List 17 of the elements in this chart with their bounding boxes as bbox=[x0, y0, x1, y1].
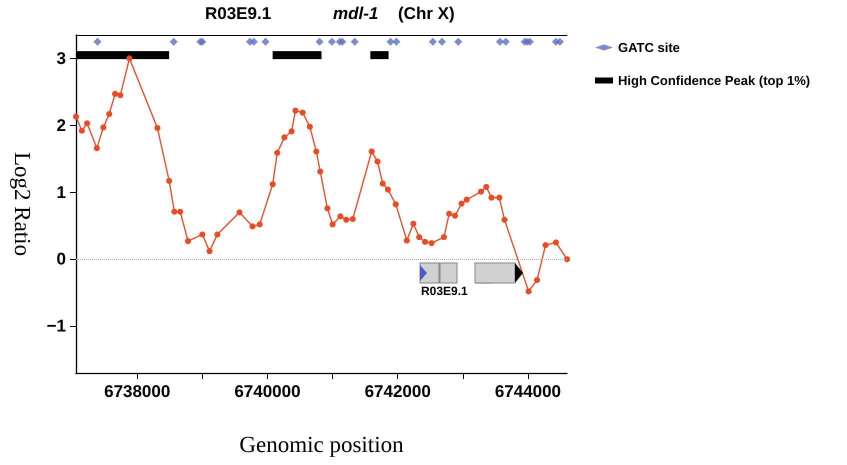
y-tick-label: 2 bbox=[56, 116, 66, 135]
annotation: R03E9.1 bbox=[421, 284, 468, 298]
text: R03E9.1 bbox=[205, 4, 272, 24]
x-tick-label: 6740000 bbox=[234, 382, 301, 401]
legend-label: GATC site bbox=[618, 40, 680, 55]
y-tick-label: 3 bbox=[56, 48, 66, 68]
y-tick-label: 1 bbox=[56, 182, 66, 202]
y-tick-label: 0 bbox=[56, 250, 66, 269]
x-axis-title: Genomic position bbox=[239, 432, 404, 457]
legend-label: High Confidence Peak (top 1%) bbox=[618, 73, 810, 88]
x-tick-label: 6744000 bbox=[494, 382, 562, 401]
text: mdl-1 bbox=[333, 4, 378, 24]
text: (Chr X) bbox=[398, 4, 455, 24]
x-tick-label: 6742000 bbox=[364, 382, 431, 401]
y-tick-label: −1 bbox=[46, 316, 66, 336]
x-tick-label: 6738000 bbox=[104, 382, 170, 401]
y-axis-title: Log2 Ratio bbox=[10, 152, 35, 256]
